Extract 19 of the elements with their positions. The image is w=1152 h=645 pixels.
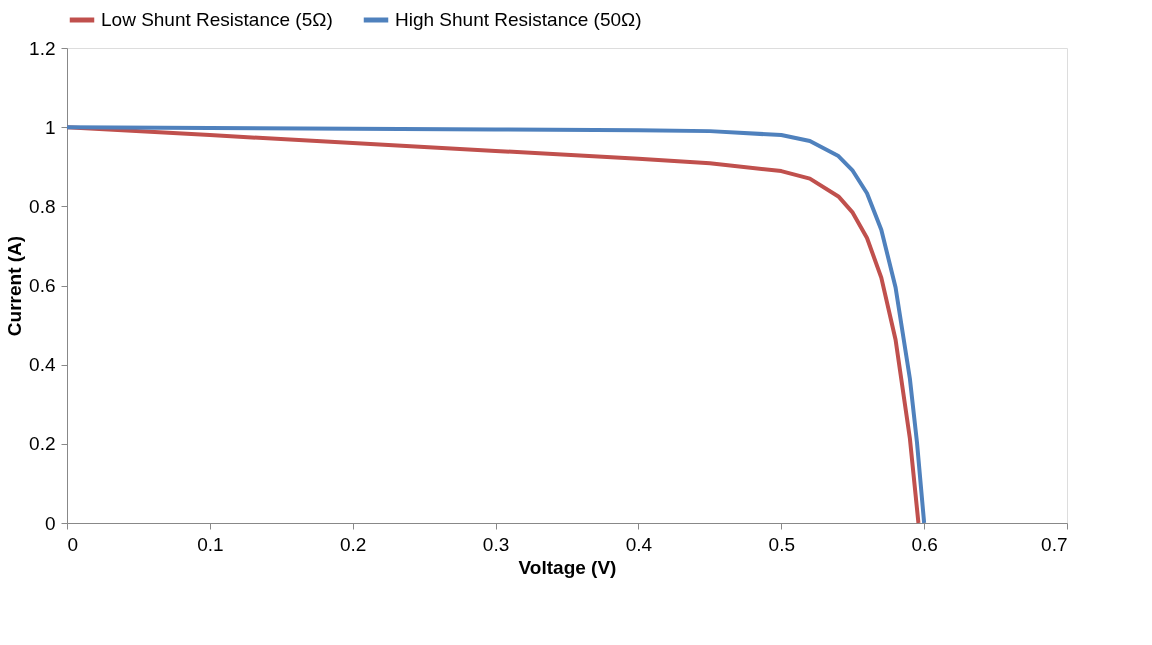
y-tick-label: 0.2 xyxy=(29,433,56,455)
y-tick-label: 1.2 xyxy=(29,37,56,59)
x-tick-label: 0.3 xyxy=(482,533,510,555)
y-tick-label: 1 xyxy=(44,116,56,138)
x-tick-label: 0.4 xyxy=(625,533,653,555)
x-tick-label: 0.7 xyxy=(1041,533,1068,555)
x-tick-label: 0.6 xyxy=(911,533,938,555)
x-tick-label: 0 xyxy=(67,533,79,555)
legend-label: Low Shunt Resistance (5Ω) xyxy=(101,9,333,30)
x-tick-label: 0.1 xyxy=(197,533,224,555)
y-tick-label: 0.6 xyxy=(29,275,56,296)
y-tick-label: 0.4 xyxy=(29,354,56,376)
y-axis-title: Current (A) xyxy=(4,235,26,337)
x-tick-label: 0.2 xyxy=(340,533,367,555)
x-axis-title: Voltage (V) xyxy=(518,556,617,578)
x-tick-label: 0.5 xyxy=(768,533,795,555)
legend-label: High Shunt Resistance (50Ω) xyxy=(395,9,642,30)
y-tick-label: 0.8 xyxy=(29,195,56,217)
y-tick-label: 0 xyxy=(44,512,56,534)
